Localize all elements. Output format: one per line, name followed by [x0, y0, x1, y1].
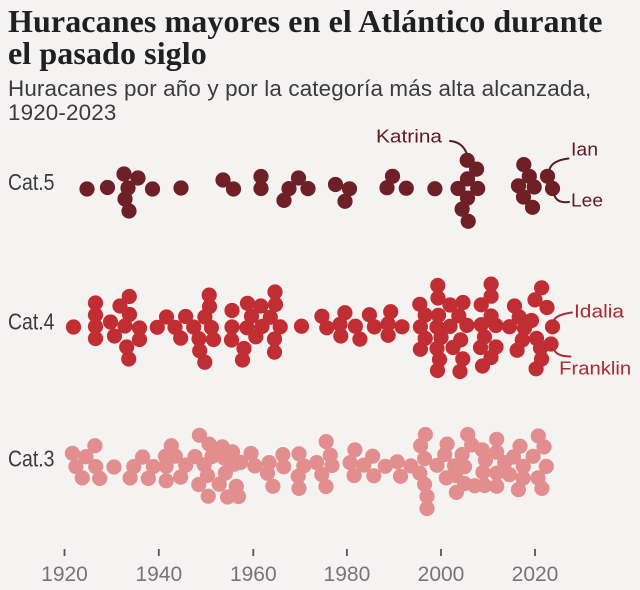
svg-text:2000: 2000 [418, 563, 465, 586]
svg-text:Franklin: Franklin [559, 358, 631, 378]
svg-text:1940: 1940 [135, 563, 182, 586]
svg-text:Cat.4: Cat.4 [8, 308, 55, 334]
svg-text:1980: 1980 [324, 563, 371, 586]
svg-text:Ian: Ian [571, 140, 598, 160]
svg-text:Idalia: Idalia [574, 302, 625, 322]
svg-text:Cat.3: Cat.3 [8, 446, 55, 472]
svg-text:Katrina: Katrina [376, 127, 443, 147]
svg-text:Cat.5: Cat.5 [8, 169, 55, 195]
svg-text:2020: 2020 [512, 563, 559, 586]
svg-text:Lee: Lee [571, 191, 603, 211]
svg-text:1960: 1960 [230, 563, 277, 586]
svg-text:1920: 1920 [41, 563, 88, 586]
